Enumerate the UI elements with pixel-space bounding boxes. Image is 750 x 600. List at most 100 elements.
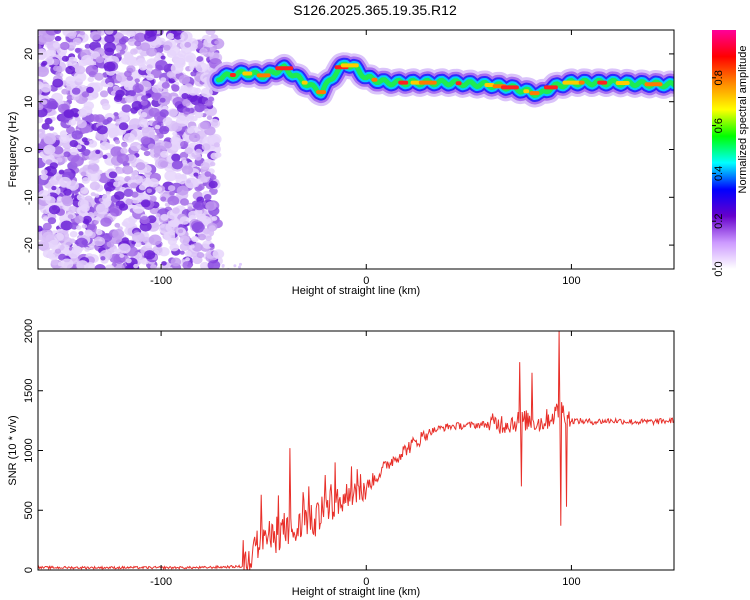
noise-blob (43, 134, 57, 145)
noise-blob (44, 117, 53, 125)
noise-blob (63, 109, 75, 118)
noise-blob (195, 148, 203, 155)
noise-blob (143, 150, 151, 157)
trace-peak (644, 82, 663, 87)
noise-blob (93, 236, 106, 247)
noise-blob (136, 144, 142, 149)
noise-blob (176, 185, 189, 196)
noise-blob (194, 178, 202, 185)
noise-blob (132, 83, 144, 93)
noise-blob (169, 219, 180, 228)
noise-blob (136, 58, 147, 67)
trace-peak (256, 73, 271, 78)
noise-blob (205, 30, 216, 36)
noise-blob (159, 161, 169, 168)
noise-blob (130, 182, 138, 189)
noise-blob (203, 136, 209, 141)
noise-blob (119, 113, 129, 122)
noise-blob (155, 186, 163, 193)
noise-blob (129, 90, 137, 97)
noise-blob (104, 181, 116, 192)
noise-blob (178, 74, 191, 85)
noise-blob (38, 132, 47, 139)
noise-blob (140, 136, 151, 145)
noise-blob (164, 170, 178, 182)
noise-blob (132, 203, 145, 214)
noise-blob (105, 190, 111, 195)
noise-blob (38, 44, 42, 50)
noise-blob (81, 239, 88, 246)
noise-blob (114, 222, 121, 228)
noise-blob (93, 220, 99, 225)
noise-blob (48, 239, 61, 250)
noise-blob (100, 217, 112, 227)
noise-blob (41, 60, 48, 66)
noise-blob (125, 198, 134, 205)
noise-blob (101, 194, 112, 202)
noise-blob (50, 253, 56, 259)
noise-blob (78, 231, 84, 236)
noise-blob (95, 149, 101, 155)
noise-blob (52, 78, 64, 88)
noise-blob (179, 242, 190, 251)
noise-blob (54, 233, 64, 241)
noise-blob (135, 162, 146, 171)
trace-peak (615, 81, 630, 85)
noise-blob (147, 143, 156, 150)
trace-layer (216, 61, 674, 98)
noise-blob (61, 88, 69, 95)
noise-blob (50, 259, 59, 266)
noise-blob (160, 196, 167, 202)
y-tick-label: 2000 (23, 319, 35, 343)
noise-blob (106, 117, 113, 123)
noise-blob (161, 82, 170, 89)
noise-blob (171, 160, 183, 170)
trace-peak (455, 81, 462, 86)
noise-blob (209, 161, 216, 167)
x-tick-label: 0 (363, 275, 369, 287)
noise-blob (49, 50, 57, 56)
noise-blob (47, 217, 57, 225)
noise-blob (188, 132, 201, 143)
noise-blob (148, 234, 162, 246)
noise-blob (140, 99, 148, 106)
noise-blob (68, 206, 77, 213)
noise-blob (164, 141, 173, 149)
noise-blob (114, 191, 125, 200)
noise-blob (233, 264, 237, 268)
noise-blob (204, 99, 213, 107)
noise-blob (65, 86, 72, 91)
noise-blob (102, 103, 111, 111)
noise-blob (77, 199, 89, 209)
noise-blob (166, 71, 175, 78)
noise-blob (214, 40, 220, 45)
noise-blob (206, 115, 213, 121)
noise-blob (74, 65, 86, 75)
noise-blob (125, 258, 132, 264)
trace-peak (242, 71, 253, 76)
snr-series (38, 331, 674, 570)
noise-blob (182, 99, 191, 107)
noise-blob (144, 242, 153, 249)
noise-blob (134, 40, 142, 47)
noise-blob (69, 238, 76, 244)
y-axis-label: Frequency (Hz) (7, 112, 19, 188)
noise-blob (172, 131, 178, 136)
noise-blob (179, 250, 185, 255)
noise-blob (187, 93, 198, 102)
noise-blob (166, 33, 175, 40)
noise-blob (81, 177, 90, 184)
noise-blob (204, 171, 212, 177)
noise-blob (103, 61, 116, 72)
noise-blob (89, 30, 101, 41)
noise-blob (133, 263, 139, 269)
noise-blob (95, 203, 109, 215)
noise-blob (65, 65, 76, 75)
noise-blob (150, 264, 157, 269)
noise-blob (113, 181, 121, 188)
noise-blob (139, 221, 152, 232)
noise-blob (71, 87, 81, 95)
noise-blob (54, 30, 62, 34)
noise-blob (67, 214, 74, 220)
